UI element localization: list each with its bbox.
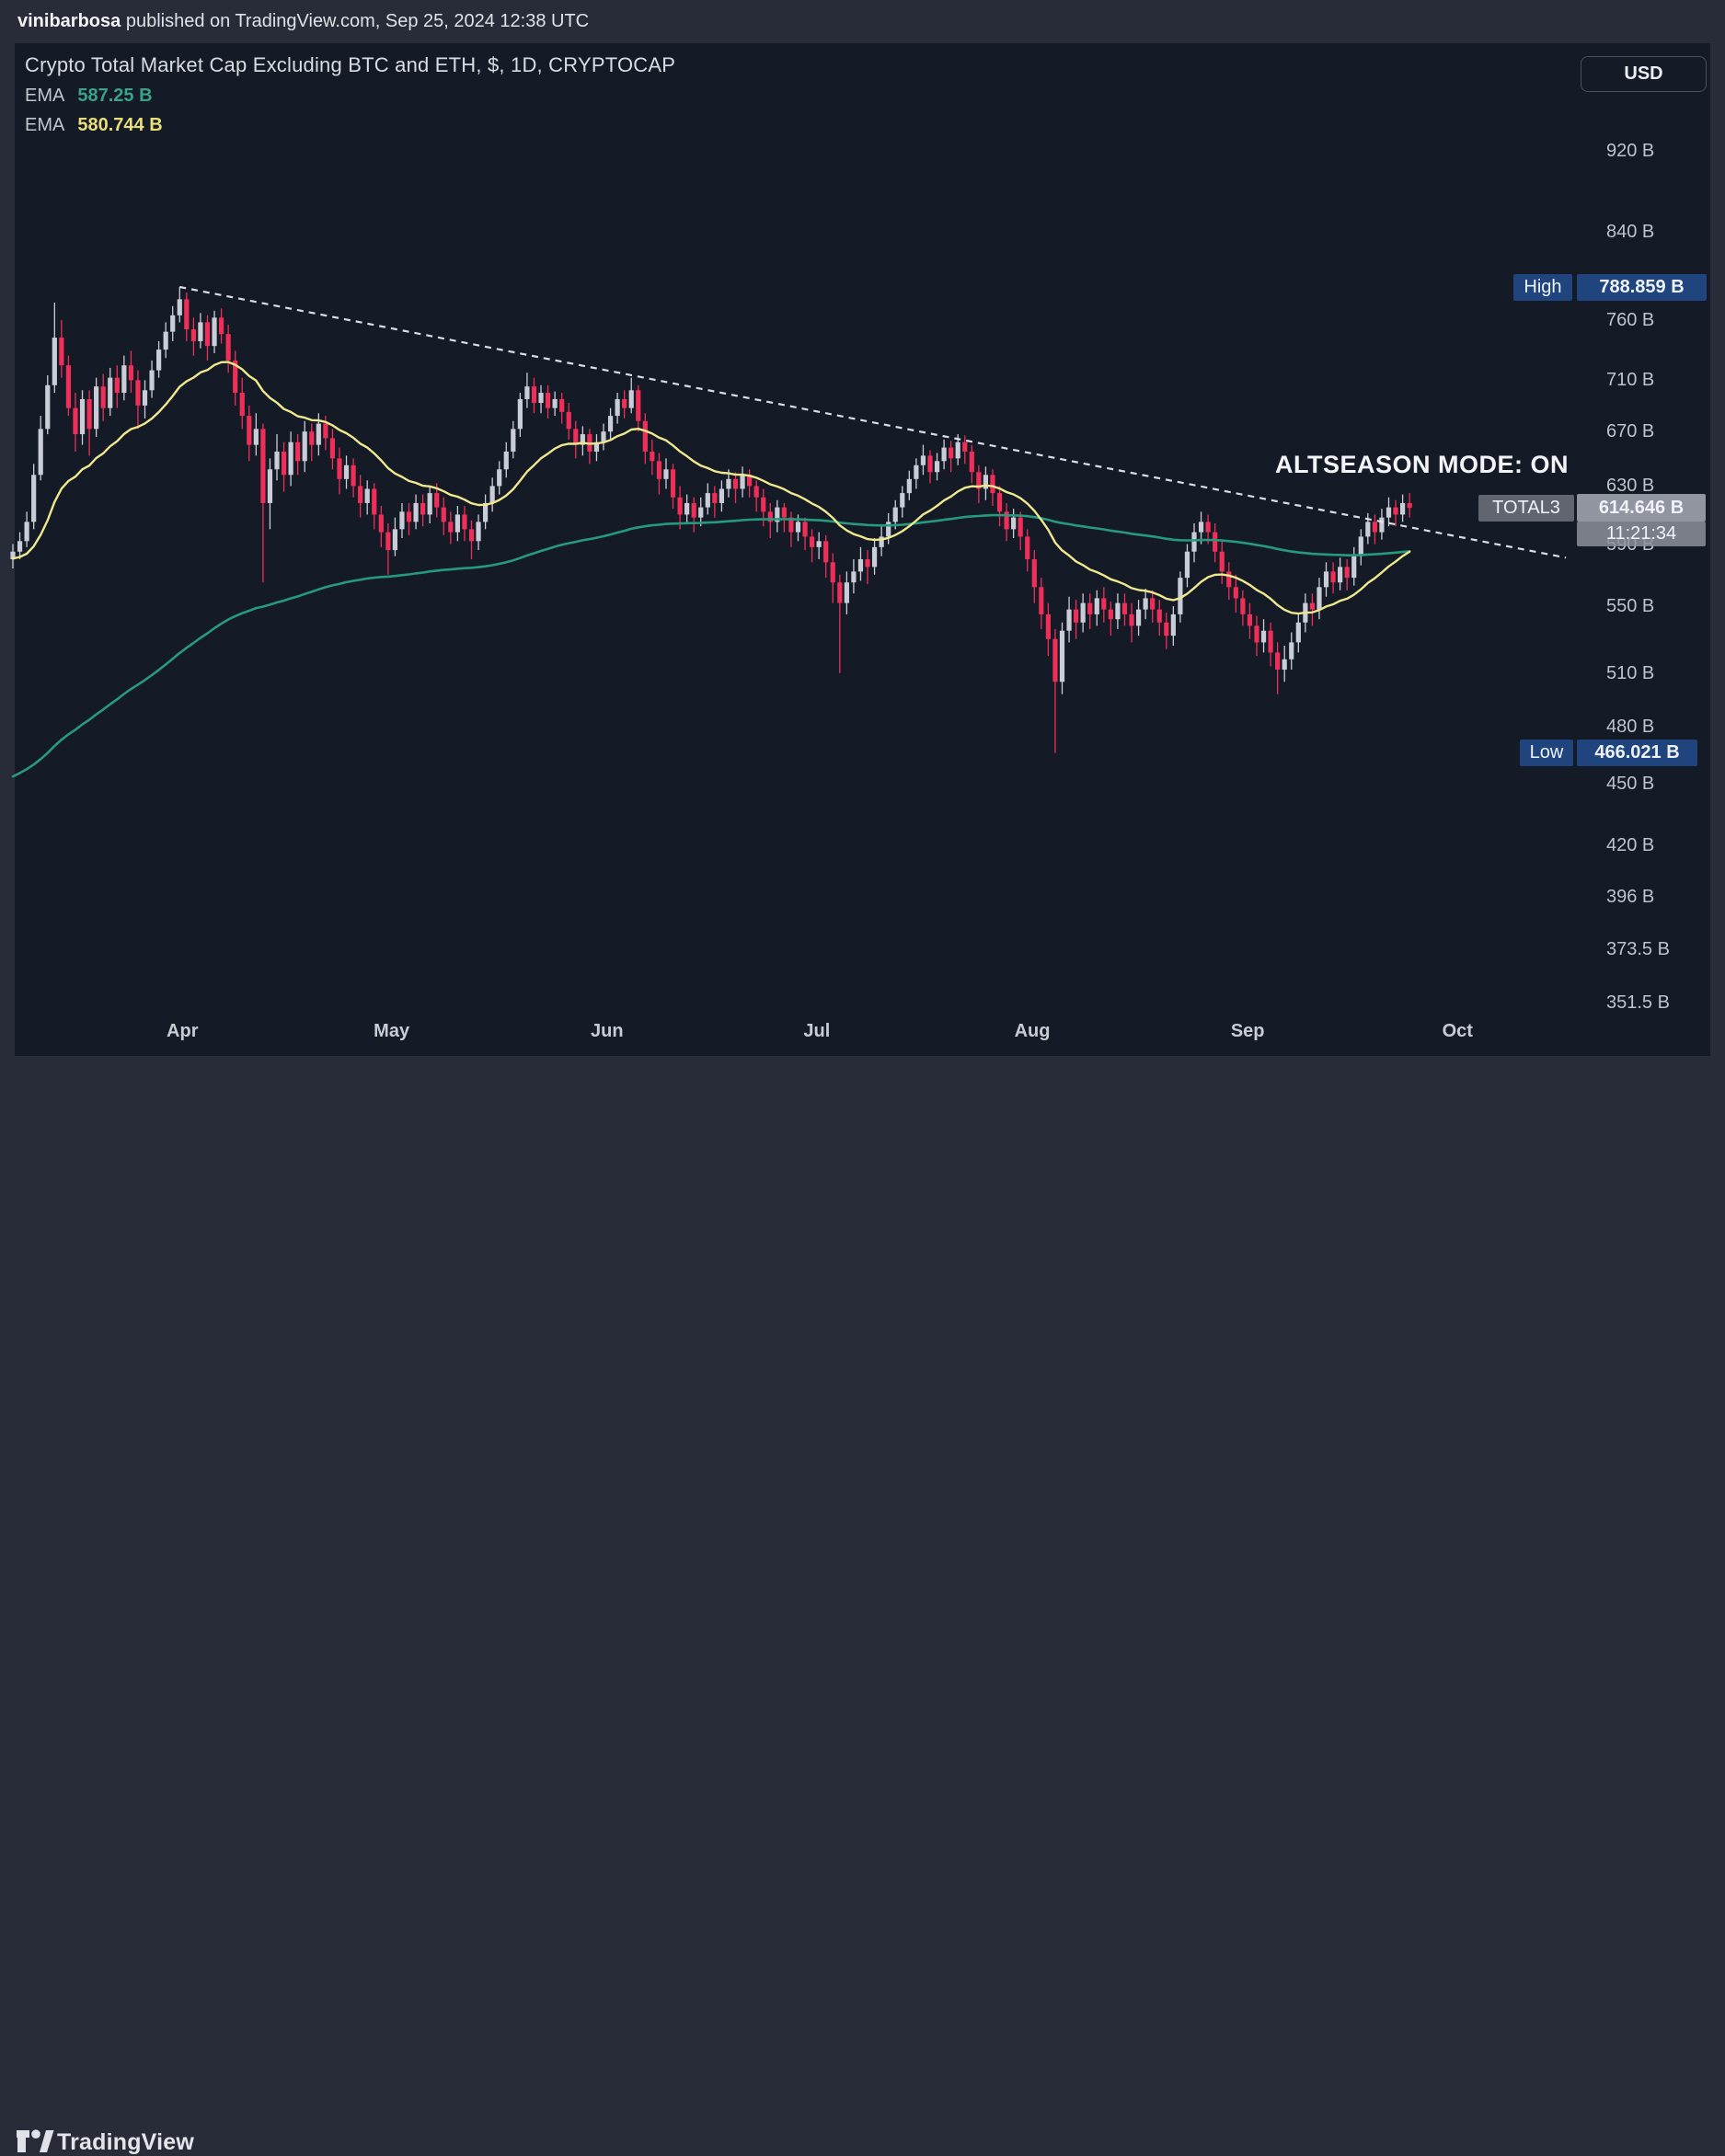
month-tick-label: Sep xyxy=(1230,1021,1265,1041)
last-price-badge-value: 614.646 B xyxy=(1577,494,1706,522)
price-tick-label: 420 B xyxy=(1606,834,1655,855)
month-tick-label: Apr xyxy=(167,1021,199,1041)
ema-slow-value: 587.25 B xyxy=(77,86,153,106)
price-tick-label: 480 B xyxy=(1606,717,1655,738)
chart-legend: Crypto Total Market Cap Excluding BTC an… xyxy=(25,53,675,136)
price-tick-label: 396 B xyxy=(1606,887,1655,908)
attribution-bar: vinibarbosa published on TradingView.com… xyxy=(0,0,1725,43)
price-tick-label: 630 B xyxy=(1606,476,1655,497)
ema-label: EMA xyxy=(25,86,65,106)
time-axis[interactable]: Apr May Jun Jul Aug Sep Oct xyxy=(0,1021,1725,1049)
ema-legend-row-2[interactable]: EMA 580.744 B xyxy=(25,115,675,136)
month-tick-label: Jul xyxy=(803,1021,831,1041)
attribution-author: vinibarbosa xyxy=(17,11,121,31)
price-tick-label: 373.5 B xyxy=(1606,938,1670,959)
attribution-text: published on TradingView.com, Sep 25, 20… xyxy=(121,11,590,31)
price-tick-label: 710 B xyxy=(1606,370,1655,391)
price-tick-label: 760 B xyxy=(1606,309,1655,330)
ema-label: EMA xyxy=(25,115,65,135)
tradingview-brand-text: TradingView xyxy=(57,2129,195,2155)
currency-toggle-button[interactable]: USD xyxy=(1581,56,1707,92)
ema-fast-value: 580.744 B xyxy=(77,115,163,135)
price-tick-label: 670 B xyxy=(1606,421,1655,442)
month-tick-label: Jun xyxy=(591,1021,624,1041)
price-tick-label: 351.5 B xyxy=(1606,992,1670,1013)
price-tick-label: 920 B xyxy=(1606,141,1655,161)
symbol-title[interactable]: Crypto Total Market Cap Excluding BTC an… xyxy=(25,53,676,76)
price-tick-label: 510 B xyxy=(1606,662,1655,683)
ema-legend-row-1[interactable]: EMA 587.25 B xyxy=(25,86,675,107)
symbol-price-badge-label: TOTAL3 xyxy=(1478,494,1574,522)
bar-countdown-badge: 11:21:34 xyxy=(1577,522,1706,547)
high-price-badge-label: High xyxy=(1513,273,1572,301)
price-tick-label: 450 B xyxy=(1606,774,1655,795)
month-tick-label: Oct xyxy=(1442,1021,1473,1041)
price-tick-label: 550 B xyxy=(1606,596,1655,617)
month-tick-label: Aug xyxy=(1014,1021,1051,1041)
month-tick-label: May xyxy=(374,1021,410,1041)
low-price-badge-value: 466.021 B xyxy=(1577,740,1697,767)
price-tick-label: 840 B xyxy=(1606,221,1655,242)
high-price-badge-value: 788.859 B xyxy=(1577,273,1707,301)
altseason-annotation: ALTSEASON MODE: ON xyxy=(1275,451,1569,478)
low-price-badge-label: Low xyxy=(1520,740,1573,767)
tradingview-logo-icon xyxy=(17,2129,54,2152)
